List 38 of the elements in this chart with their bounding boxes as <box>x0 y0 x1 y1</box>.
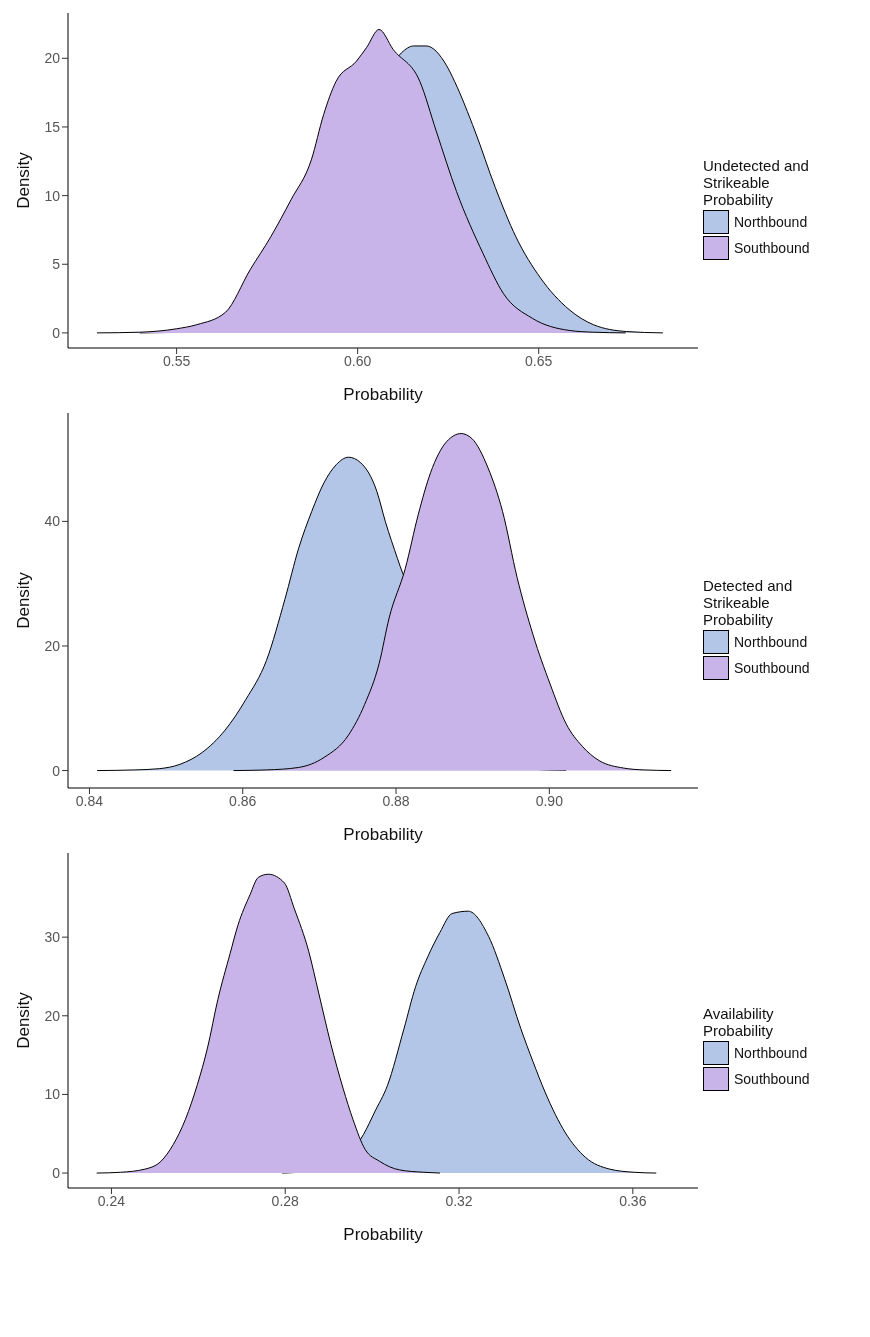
legend-label: Southbound <box>734 239 810 256</box>
y-axis-title: Density <box>14 151 34 209</box>
y-tick-label: 30 <box>44 929 61 946</box>
legend-label: Northbound <box>734 1045 808 1061</box>
y-tick-label: 10 <box>44 187 61 204</box>
y-tick-label: 15 <box>44 118 61 135</box>
legend-label: Southbound <box>734 1071 810 1087</box>
y-tick-label: 0 <box>52 1165 61 1182</box>
legend-title: Detected and Strikeable Probability <box>703 576 794 628</box>
x-tick-label: 0.84 <box>75 792 104 809</box>
y-tick-label: 5 <box>52 256 61 273</box>
y-axis-title: Density <box>14 991 34 1049</box>
y-tick-label: 0 <box>52 324 61 341</box>
legend-title: Availability Probability <box>703 1005 775 1039</box>
x-tick-label: 0.65 <box>525 352 553 369</box>
x-tick-label: 0.60 <box>344 352 372 369</box>
y-tick-label: 40 <box>44 513 61 530</box>
y-tick-label: 20 <box>44 1007 61 1024</box>
x-axis-title: Probability <box>343 1225 424 1244</box>
x-tick-label: 0.32 <box>445 1192 473 1209</box>
y-tick-label: 10 <box>44 1086 61 1103</box>
x-tick-label: 0.88 <box>382 792 410 809</box>
legend-label: Northbound <box>734 213 808 230</box>
x-axis-title: Probability <box>343 385 424 404</box>
legend-label: Northbound <box>734 633 808 650</box>
x-axis-title: Probability <box>343 825 424 844</box>
x-tick-label: 0.24 <box>97 1192 126 1209</box>
x-tick-label: 0.36 <box>619 1192 647 1209</box>
x-tick-label: 0.90 <box>535 792 564 809</box>
x-tick-label: 0.55 <box>163 352 191 369</box>
y-tick-label: 20 <box>44 637 61 654</box>
x-tick-label: 0.86 <box>229 792 257 809</box>
legend-title: Undetected and Strikeable Probability <box>703 156 810 208</box>
x-tick-label: 0.28 <box>271 1192 300 1209</box>
y-tick-label: 0 <box>52 762 61 779</box>
y-tick-label: 20 <box>44 50 61 67</box>
y-axis-title: Density <box>14 571 34 629</box>
legend-label: Southbound <box>734 659 810 676</box>
